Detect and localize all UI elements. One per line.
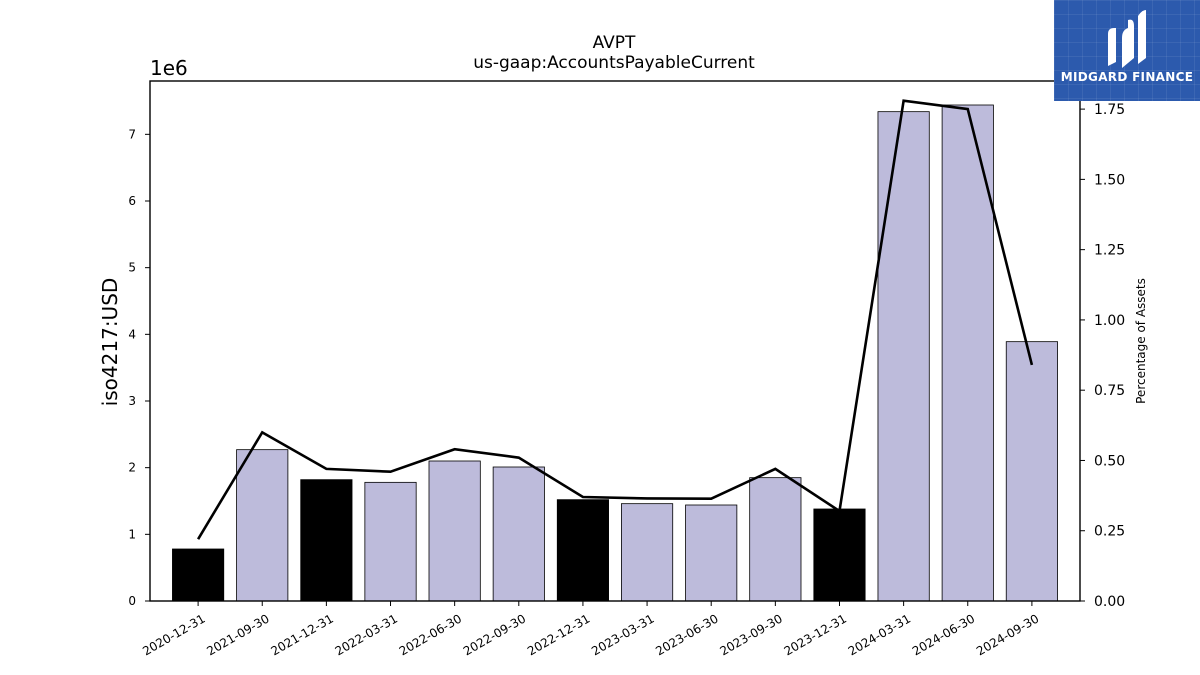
bar: [749, 477, 802, 602]
percentage-line-series: [196, 99, 1034, 540]
bar: [877, 111, 930, 602]
x-tick-label: 2022-06-30: [397, 611, 464, 658]
x-tick-label: 2022-03-31: [333, 611, 400, 658]
y-tick-label: 0: [128, 594, 136, 608]
y-tick-label: 6: [128, 194, 136, 208]
y2-axis-label: Percentage of Assets: [1134, 278, 1148, 404]
bar: [941, 104, 994, 602]
bar: [1005, 341, 1058, 602]
x-tick-label: 2024-03-31: [846, 611, 913, 658]
bar: [621, 503, 674, 602]
bar: [364, 481, 417, 602]
x-tick-label: 2023-03-31: [589, 611, 656, 658]
bar: [300, 479, 353, 602]
y2-tick-label: 0.50: [1094, 453, 1125, 469]
y-tick-label: 7: [128, 127, 136, 141]
bar: [556, 499, 609, 602]
percentage-line: [196, 99, 1034, 540]
y2-tick-label: 1.50: [1094, 172, 1125, 188]
midgard-logo-icon: [1108, 10, 1146, 68]
chart-title: AVPT: [593, 33, 636, 53]
logo-text: MIDGARD FINANCE: [1060, 70, 1194, 84]
y-tick-label: 4: [128, 327, 136, 341]
y-tick-label: 3: [128, 394, 136, 408]
y2-tick-label: 0.25: [1094, 524, 1125, 540]
plot-frame: [149, 80, 1081, 602]
y-tick-label: 2: [128, 461, 136, 475]
x-tick-label: 2021-09-30: [204, 611, 271, 658]
bar-series: [172, 104, 1058, 602]
y2-tick-label: 0.75: [1094, 383, 1125, 399]
chart-subtitle: us-gaap:AccountsPayableCurrent: [473, 53, 755, 73]
x-tick-label: 2020-12-31: [140, 611, 207, 658]
y-tick-label: 1: [128, 527, 136, 541]
bar: [492, 466, 545, 602]
bar: [236, 449, 289, 602]
x-tick-label: 2023-12-31: [782, 611, 849, 658]
y-offset-label: 1e6: [150, 56, 188, 80]
x-tick-label: 2023-06-30: [653, 611, 720, 658]
x-tick-label: 2022-12-31: [525, 611, 592, 658]
y2-tick-label: 0.00: [1094, 594, 1125, 610]
y2-tick-label: 1.00: [1094, 313, 1125, 329]
x-tick-label: 2024-09-30: [974, 611, 1041, 658]
y2-tick-label: 1.75: [1094, 102, 1125, 118]
bar: [172, 548, 225, 602]
bar: [813, 508, 866, 602]
x-tick-label: 2024-06-30: [910, 611, 977, 658]
bar: [428, 460, 481, 602]
bar: [685, 504, 738, 602]
brand-logo: MIDGARD FINANCE: [1054, 0, 1200, 101]
y-tick-label: 5: [128, 261, 136, 275]
x-tick-label: 2023-09-30: [717, 611, 784, 658]
y2-tick-label: 1.25: [1094, 243, 1125, 259]
x-tick-label: 2022-09-30: [461, 611, 528, 658]
x-tick-label: 2021-12-31: [268, 611, 335, 658]
y-axis-label: iso4217:USD: [98, 278, 122, 407]
